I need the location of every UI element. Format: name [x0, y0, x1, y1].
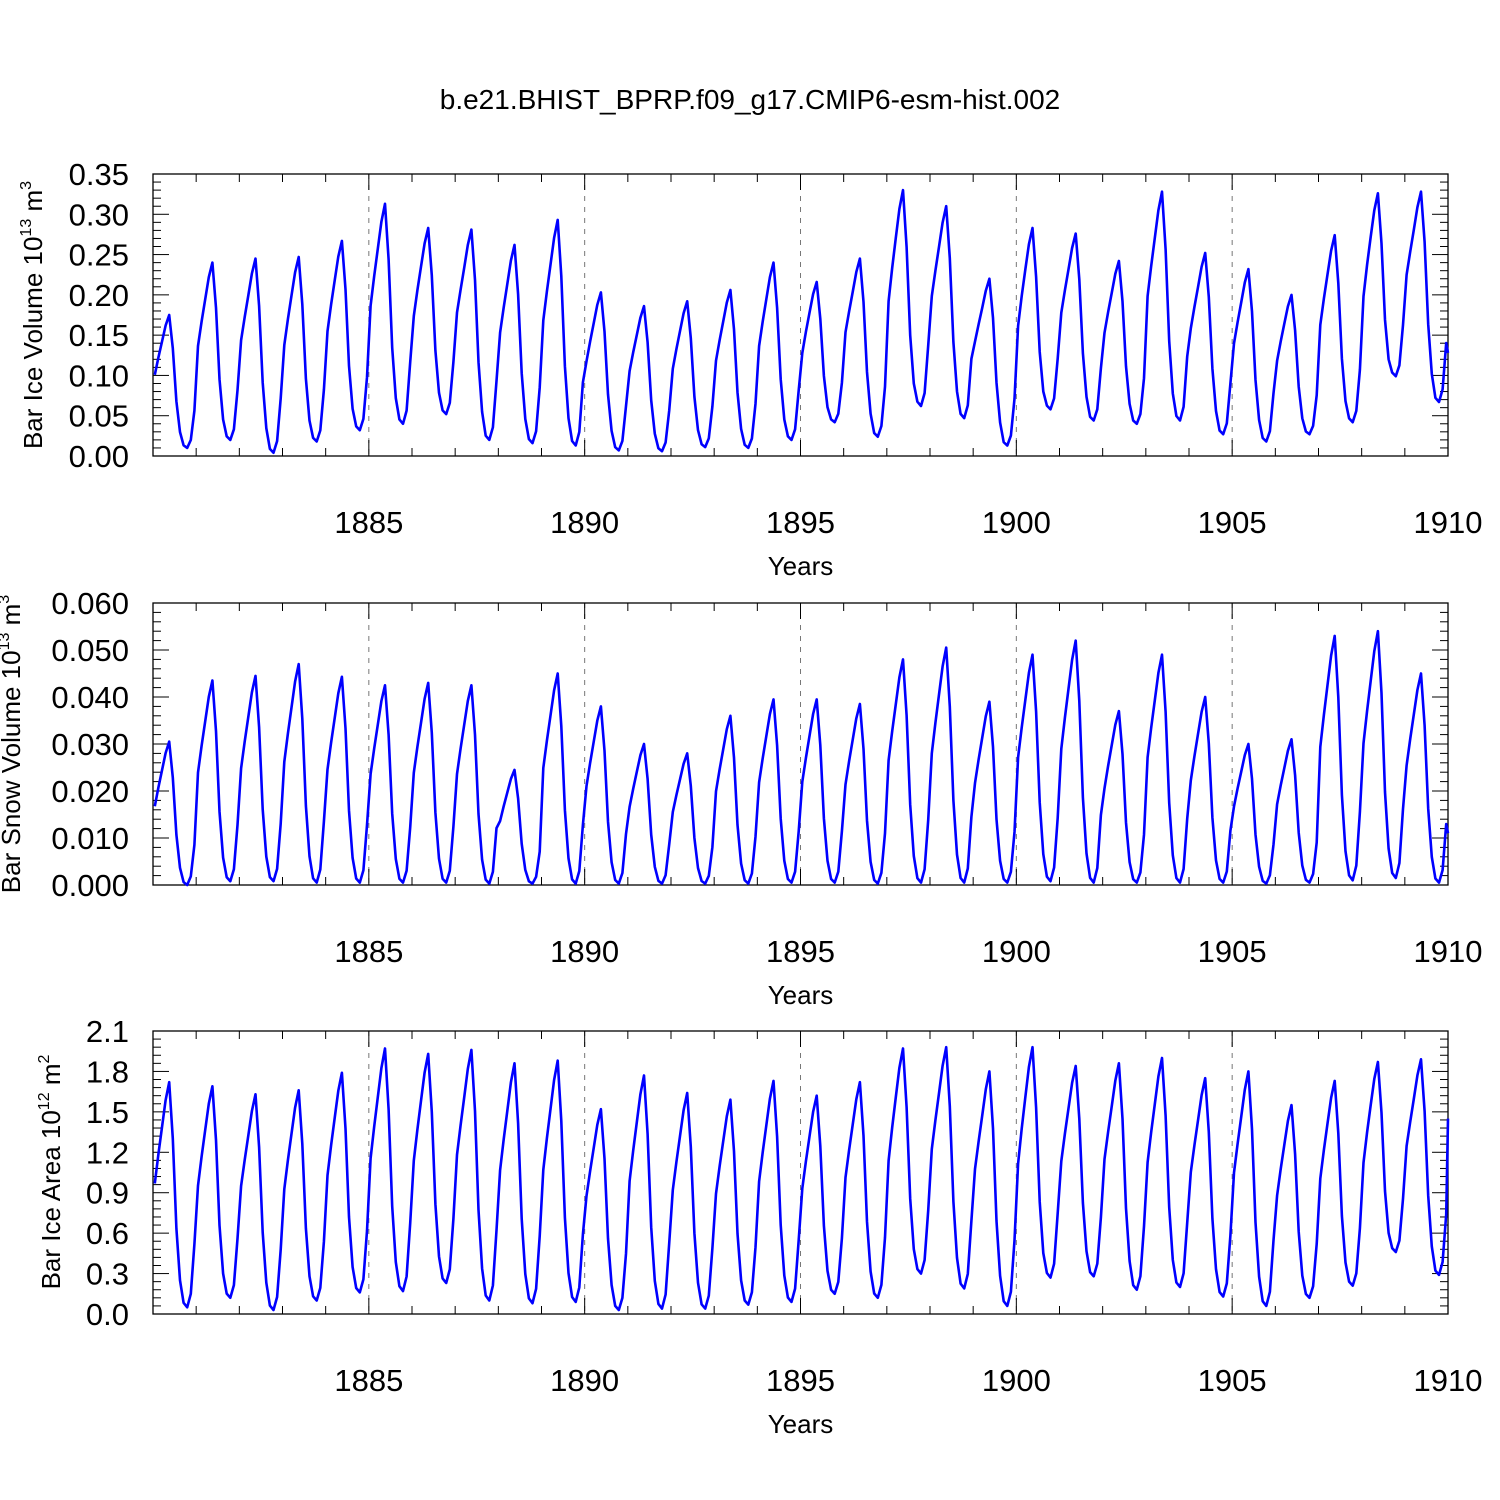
- y-tick-label: 0.15: [69, 318, 129, 353]
- x-tick-label: 1895: [766, 505, 835, 540]
- y-tick-label: 0.00: [69, 439, 129, 474]
- series-line: [153, 629, 1450, 887]
- y-tick-label: 0.9: [86, 1176, 129, 1211]
- y-tick-label: 0.010: [51, 821, 129, 856]
- x-tick-label: 1900: [982, 1363, 1051, 1398]
- y-tick-label: 0.05: [69, 399, 129, 434]
- series-line: [153, 1045, 1450, 1312]
- x-tick-label: 1890: [550, 1363, 619, 1398]
- y-tick-label: 0.25: [69, 238, 129, 273]
- y-axis-label-text: Bar Snow Volume 10: [0, 650, 26, 893]
- y-axis-label-text: Bar Ice Area 10: [36, 1110, 66, 1289]
- y-axis-label-unit: m: [36, 1063, 66, 1092]
- y-tick-label: 2.1: [86, 1014, 129, 1049]
- y-axis-label-exponent: 13: [18, 219, 35, 237]
- x-tick-label: 1905: [1198, 1363, 1267, 1398]
- y-tick-label: 0.050: [51, 633, 129, 668]
- y-axis-label-unit: m: [0, 604, 26, 633]
- chart-title: b.e21.BHIST_BPRP.f09_g17.CMIP6-esm-hist.…: [439, 84, 1061, 115]
- x-axis-label: Years: [768, 980, 834, 1010]
- y-tick-label: 0.30: [69, 197, 129, 232]
- y-axis-label-unit-exponent: 2: [36, 1054, 53, 1063]
- x-tick-label: 1885: [334, 505, 403, 540]
- y-axis-label: Bar Ice Volume 1013 m3: [18, 181, 48, 449]
- x-tick-label: 1890: [550, 505, 619, 540]
- x-axis-label: Years: [768, 551, 834, 581]
- x-tick-label: 1885: [334, 1363, 403, 1398]
- y-axis-label-exponent: 13: [0, 632, 13, 650]
- y-tick-label: 1.5: [86, 1095, 129, 1130]
- y-tick-label: 0.060: [51, 586, 129, 621]
- y-axis-label-exponent: 12: [36, 1092, 53, 1110]
- y-axis-label-unit-exponent: 3: [18, 181, 35, 190]
- y-tick-label: 0.040: [51, 680, 129, 715]
- y-tick-label: 0.35: [69, 157, 129, 192]
- y-axis-label-unit-exponent: 3: [0, 595, 13, 604]
- panel-3: 0.0 0.3 0.6 0.9 1.2 1.5 1.8 2.1 1885 1890 1895 1900…: [36, 1014, 1482, 1439]
- x-tick-label: 1910: [1414, 505, 1483, 540]
- x-tick-label: 1900: [982, 505, 1051, 540]
- x-tick-label: 1890: [550, 934, 619, 969]
- panel-2: 0.000 0.010 0.020 0.030 0.040 0.050 0.060 1885 1…: [0, 586, 1482, 1010]
- y-tick-label: 0.020: [51, 774, 129, 809]
- y-axis-label: Bar Snow Volume 1013 m3: [0, 595, 26, 894]
- x-tick-label: 1900: [982, 934, 1051, 969]
- series-line: [153, 188, 1450, 455]
- x-tick-label: 1895: [766, 934, 835, 969]
- y-tick-label: 0.10: [69, 358, 129, 393]
- x-tick-label: 1910: [1414, 1363, 1483, 1398]
- y-axis-label-text: Bar Ice Volume 10: [18, 237, 48, 449]
- y-tick-label: 1.8: [86, 1054, 129, 1089]
- x-tick-label: 1910: [1414, 934, 1483, 969]
- y-tick-label: 0.0: [86, 1297, 129, 1332]
- x-tick-label: 1895: [766, 1363, 835, 1398]
- x-tick-label: 1905: [1198, 934, 1267, 969]
- x-axis-label: Years: [768, 1409, 834, 1439]
- panel-1: 0.00 0.05 0.10 0.15 0.20 0.25 0.30 0.35 1885 1890…: [18, 157, 1482, 581]
- y-tick-label: 0.000: [51, 868, 129, 903]
- y-tick-label: 1.2: [86, 1135, 129, 1170]
- y-tick-label: 0.20: [69, 278, 129, 313]
- y-tick-label: 0.6: [86, 1216, 129, 1251]
- y-axis-label: Bar Ice Area 1012 m2: [36, 1054, 66, 1289]
- y-tick-label: 0.030: [51, 727, 129, 762]
- y-axis-label-unit: m: [18, 190, 48, 219]
- y-tick-label: 0.3: [86, 1257, 129, 1292]
- x-tick-label: 1885: [334, 934, 403, 969]
- x-tick-label: 1905: [1198, 505, 1267, 540]
